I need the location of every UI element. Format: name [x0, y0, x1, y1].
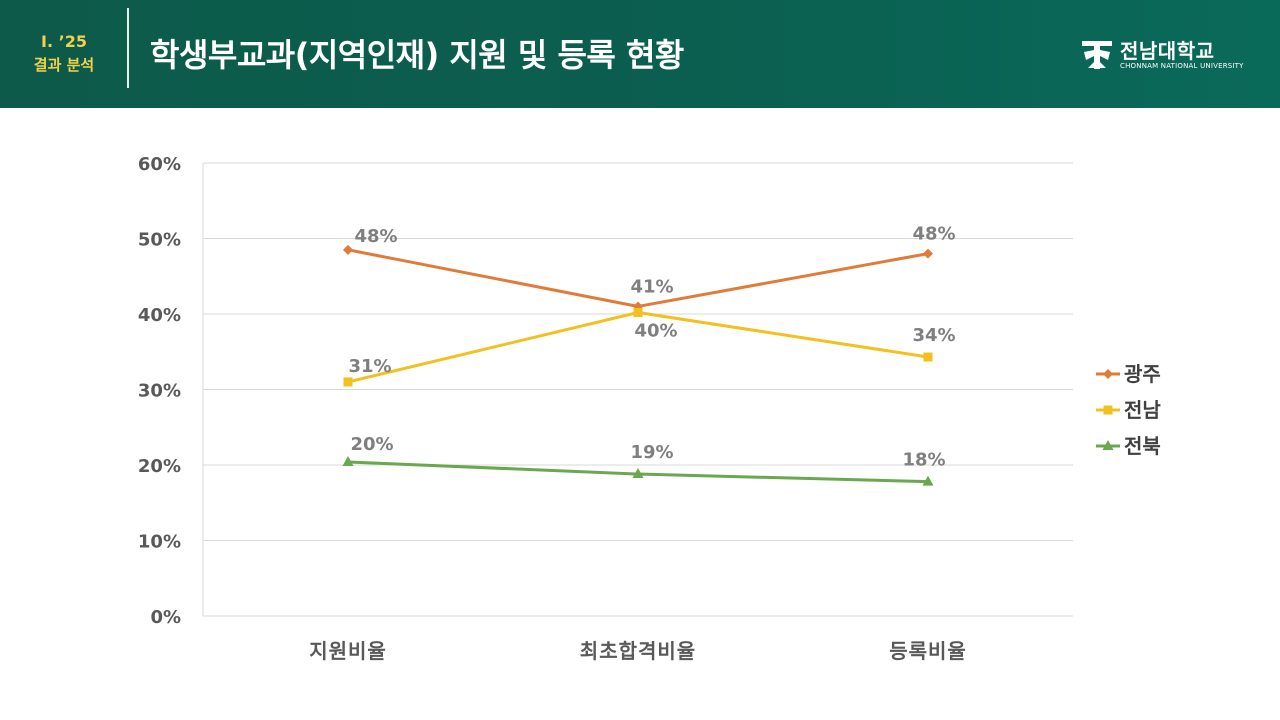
y-tick-label: 40% — [138, 305, 181, 326]
series-marker-2-1 — [632, 468, 644, 479]
legend-label-0: 광주 — [1124, 362, 1161, 386]
data-label: 41% — [630, 276, 673, 297]
y-tick-label: 50% — [138, 230, 181, 251]
university-emblem-icon — [1082, 41, 1112, 69]
series-marker-0-0 — [343, 244, 353, 255]
page-title: 학생부교과(지역인재) 지원 및 등록 현황 — [150, 36, 684, 74]
data-label: 31% — [348, 356, 391, 377]
series-marker-1-0 — [343, 377, 353, 387]
section-label: 결과 분석 — [33, 56, 95, 74]
series-marker-0-1 — [633, 301, 643, 312]
section-number: Ⅰ. ’25 — [41, 32, 87, 51]
legend-marker-0 — [1103, 369, 1113, 379]
section-indicator: Ⅰ. ’25 결과 분석 — [0, 0, 128, 108]
x-category-label: 지원비율 — [309, 639, 387, 663]
y-tick-label: 20% — [138, 456, 181, 477]
data-label: 18% — [902, 450, 945, 471]
data-label: 48% — [354, 226, 397, 247]
legend-marker-2 — [1102, 440, 1114, 450]
legend-label-2: 전북 — [1124, 434, 1161, 458]
data-label: 40% — [634, 320, 677, 341]
line-chart: 0% 10% 20% 30% 40% 50% 60% 지원비율 최초합격비율 등록비율 48% 41%… — [138, 154, 1161, 663]
data-label: 34% — [912, 325, 955, 346]
university-logo: 전남대학교 CHONNAM NATIONAL UNIVERSITY — [1080, 38, 1244, 72]
y-tick-label: 60% — [138, 154, 181, 175]
legend-label-1: 전남 — [1124, 398, 1161, 422]
series-marker-2-2 — [922, 475, 934, 486]
data-label: 19% — [630, 442, 673, 463]
logo-korean-name: 전남대학교 — [1120, 38, 1215, 63]
y-tick-label: 0% — [150, 607, 181, 628]
logo-english-name: CHONNAM NATIONAL UNIVERSITY — [1120, 61, 1244, 70]
header-divider — [127, 8, 129, 88]
series-marker-1-1 — [633, 307, 643, 317]
x-category-label: 등록비율 — [889, 639, 967, 663]
series-marker-2-0 — [342, 455, 354, 466]
data-label: 20% — [350, 434, 393, 455]
y-tick-label: 10% — [138, 532, 181, 553]
data-label: 48% — [912, 224, 955, 245]
header-bar: Ⅰ. ’25 결과 분석 학생부교과(지역인재) 지원 및 등록 현황 전남대학… — [0, 0, 1280, 108]
x-category-label: 최초합격비율 — [580, 639, 696, 663]
series-marker-0-2 — [923, 248, 933, 259]
y-tick-label: 30% — [138, 381, 181, 402]
series-marker-1-2 — [923, 352, 933, 362]
legend-marker-1 — [1103, 405, 1113, 415]
